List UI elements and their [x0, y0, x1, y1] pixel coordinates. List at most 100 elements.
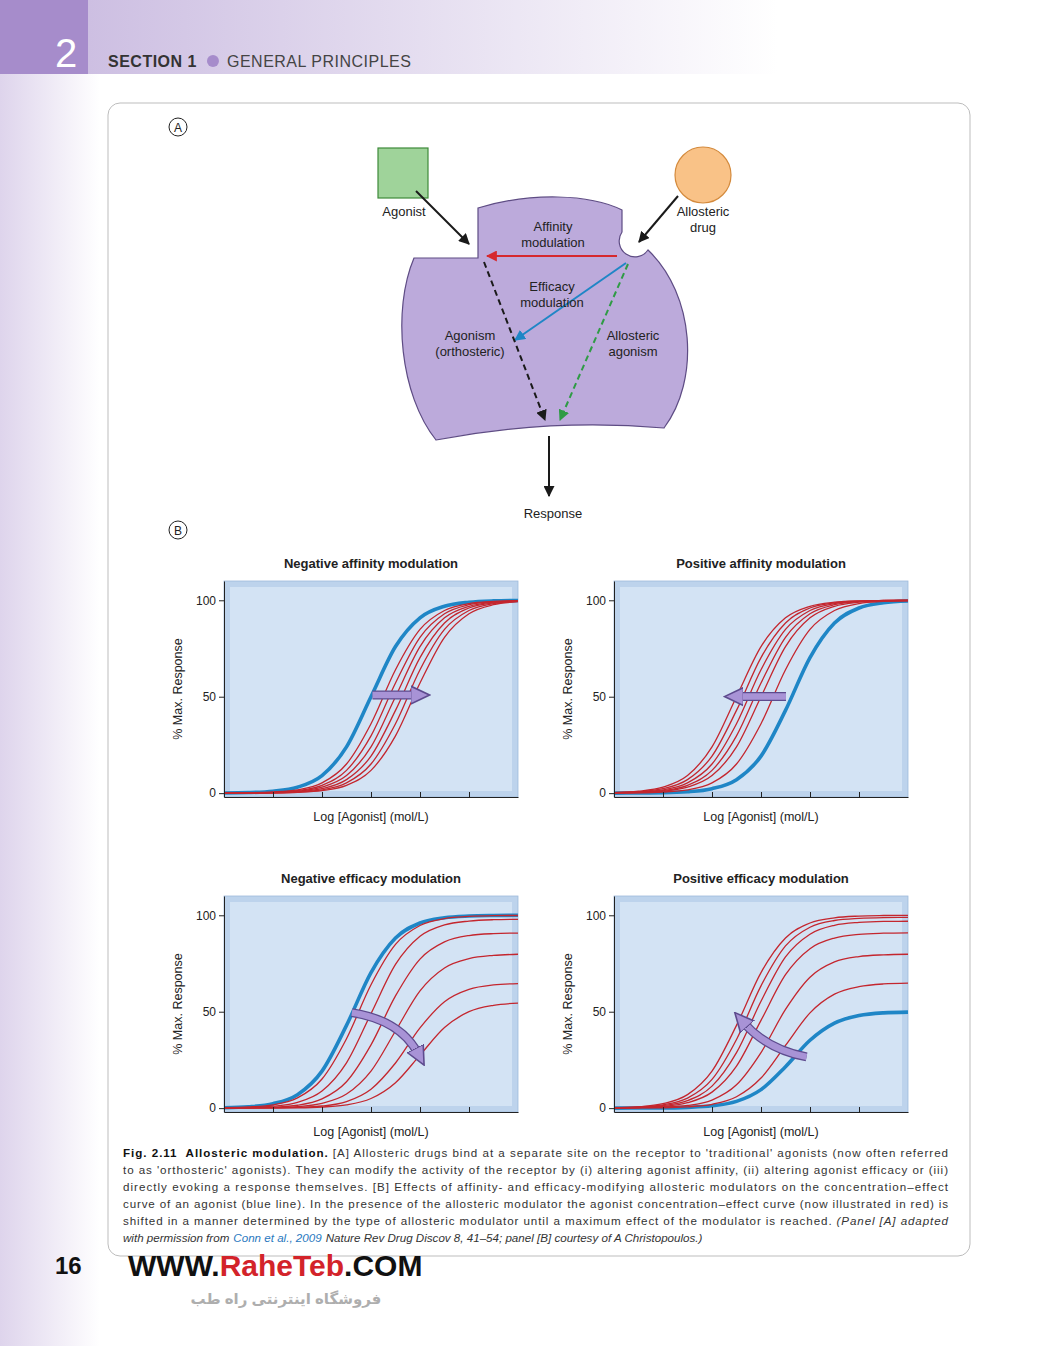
- y-axis: 050100: [196, 897, 225, 1116]
- x-axis: [225, 792, 519, 798]
- agonism-label: Agonism(orthosteric): [435, 328, 504, 359]
- x-tick: [810, 792, 811, 797]
- allosteric-drug-label-line: Allosteric: [677, 204, 730, 219]
- allosteric-arrow: [639, 196, 678, 242]
- chart: 050100Positive efficacy modulationLog [A…: [561, 871, 909, 1139]
- plot-marks: [614, 600, 908, 793]
- caption-segment: Allosteric modulation.: [186, 1146, 328, 1159]
- y-axis: 0 50 100: [196, 582, 225, 801]
- x-tick-group: [371, 792, 372, 797]
- plot-marks: [614, 915, 908, 1108]
- modulated-curve: [224, 602, 518, 794]
- plot-area: [620, 902, 902, 1106]
- x-tick: [420, 792, 421, 797]
- chart-title: Negative affinity modulation: [284, 556, 458, 571]
- modulated-curve: [224, 601, 518, 793]
- y-axis-title: % Max. Response: [171, 953, 185, 1054]
- x-tick: [420, 1107, 421, 1112]
- caption-segment: directly evoking a response themselves. …: [123, 1180, 949, 1193]
- modulated-curve: [614, 983, 908, 1108]
- modulated-curve: [614, 600, 908, 792]
- shift-arrow-outline: [743, 1022, 806, 1057]
- modulated-curve: [224, 1003, 518, 1108]
- allosteric-agonism-label-line: Allosteric: [607, 328, 660, 343]
- modulated-curve: [614, 915, 908, 1107]
- y-tick: [219, 793, 224, 794]
- x-tick-group: [761, 792, 762, 797]
- y-tick-group: 50: [203, 690, 224, 704]
- x-tick-group: [810, 1107, 811, 1112]
- chart: 050100Negative efficacy modulationLog [A…: [171, 871, 519, 1139]
- x-tick-group: [420, 1107, 421, 1112]
- y-tick: [609, 915, 614, 916]
- shift-arrow: [352, 1013, 418, 1054]
- plot-frame: [224, 896, 518, 1112]
- x-tick-group: [761, 1107, 762, 1112]
- affinity-label-line: modulation: [521, 235, 585, 250]
- x-tick: [761, 792, 762, 797]
- y-tick-group: 100: [586, 594, 614, 608]
- x-tick: [469, 792, 470, 797]
- x-tick-group: [273, 792, 274, 797]
- x-tick-group: [322, 792, 323, 797]
- y-tick-label: 50: [593, 690, 607, 704]
- caption-line: curve of an agonist (blue line). In the …: [123, 1197, 948, 1210]
- modulated-curve: [224, 954, 518, 1108]
- y-tick-group: 50: [593, 1005, 614, 1019]
- x-axis-title: Log [Agonist] (mol/L): [313, 810, 428, 824]
- chart: 050100Positive affinity modulationLog [A…: [561, 556, 909, 824]
- panel-label: A: [174, 121, 182, 135]
- header-band: [88, 0, 778, 74]
- allosteric-agonism-label: Allostericagonism: [607, 328, 660, 359]
- allosteric-drug-label-line: drug: [690, 220, 716, 235]
- chapter-number: 2: [55, 31, 77, 75]
- x-axis-line: [615, 797, 909, 798]
- shift-arrow-outline: [352, 1013, 418, 1054]
- y-tick: [219, 697, 224, 698]
- x-tick: [273, 792, 274, 797]
- x-tick: [761, 1107, 762, 1112]
- y-tick: [219, 915, 224, 916]
- modulated-curve: [224, 601, 518, 793]
- x-tick-group: [712, 792, 713, 797]
- chart: 0 50 100 Negative affinity modulation Log [A…: [171, 556, 519, 824]
- modulated-curve: [614, 600, 908, 792]
- x-tick-group: [663, 792, 664, 797]
- x-axis-line: [225, 797, 519, 798]
- modulated-curve: [224, 601, 518, 793]
- allosteric-agonism-label-line: agonism: [608, 344, 657, 359]
- y-tick: [609, 697, 614, 698]
- y-tick-label: 100: [586, 909, 606, 923]
- x-tick-group: [469, 1107, 470, 1112]
- modulated-curve: [224, 933, 518, 1108]
- x-tick: [322, 792, 323, 797]
- y-axis-line: [614, 582, 615, 798]
- modulated-curve: [224, 984, 518, 1109]
- plot-area: [230, 587, 512, 791]
- modulated-curve: [614, 933, 908, 1108]
- x-tick-group: [469, 792, 470, 797]
- chart-title: Positive affinity modulation: [676, 556, 846, 571]
- caption-line: Fig. 2.11Allosteric modulation.[A] Allos…: [123, 1146, 948, 1159]
- y-tick-label: 0: [209, 786, 216, 800]
- y-tick: [219, 600, 224, 601]
- x-tick: [663, 792, 664, 797]
- y-tick-group: 50: [203, 1005, 224, 1019]
- plot-marks: [224, 915, 518, 1108]
- y-tick-label: 100: [196, 909, 216, 923]
- y-axis: 050100: [586, 582, 615, 801]
- chart-title: Positive efficacy modulation: [673, 871, 849, 886]
- modulated-curve: [614, 917, 908, 1107]
- y-axis-title: % Max. Response: [561, 953, 575, 1054]
- panel-label: B: [174, 524, 182, 538]
- y-tick: [609, 1012, 614, 1013]
- caption-segment: (Panel [A] adapted: [837, 1214, 949, 1227]
- y-axis-title: % Max. Response: [561, 638, 575, 739]
- caption-line: directly evoking a response themselves. …: [123, 1180, 949, 1193]
- x-axis-title: Log [Agonist] (mol/L): [703, 810, 818, 824]
- y-tick: [219, 1012, 224, 1013]
- affinity-arrow: [487, 255, 617, 257]
- caption-line: shifted in a manner determined by the ty…: [123, 1214, 949, 1227]
- modulated-curve: [224, 601, 518, 793]
- y-tick-label: 100: [196, 594, 216, 608]
